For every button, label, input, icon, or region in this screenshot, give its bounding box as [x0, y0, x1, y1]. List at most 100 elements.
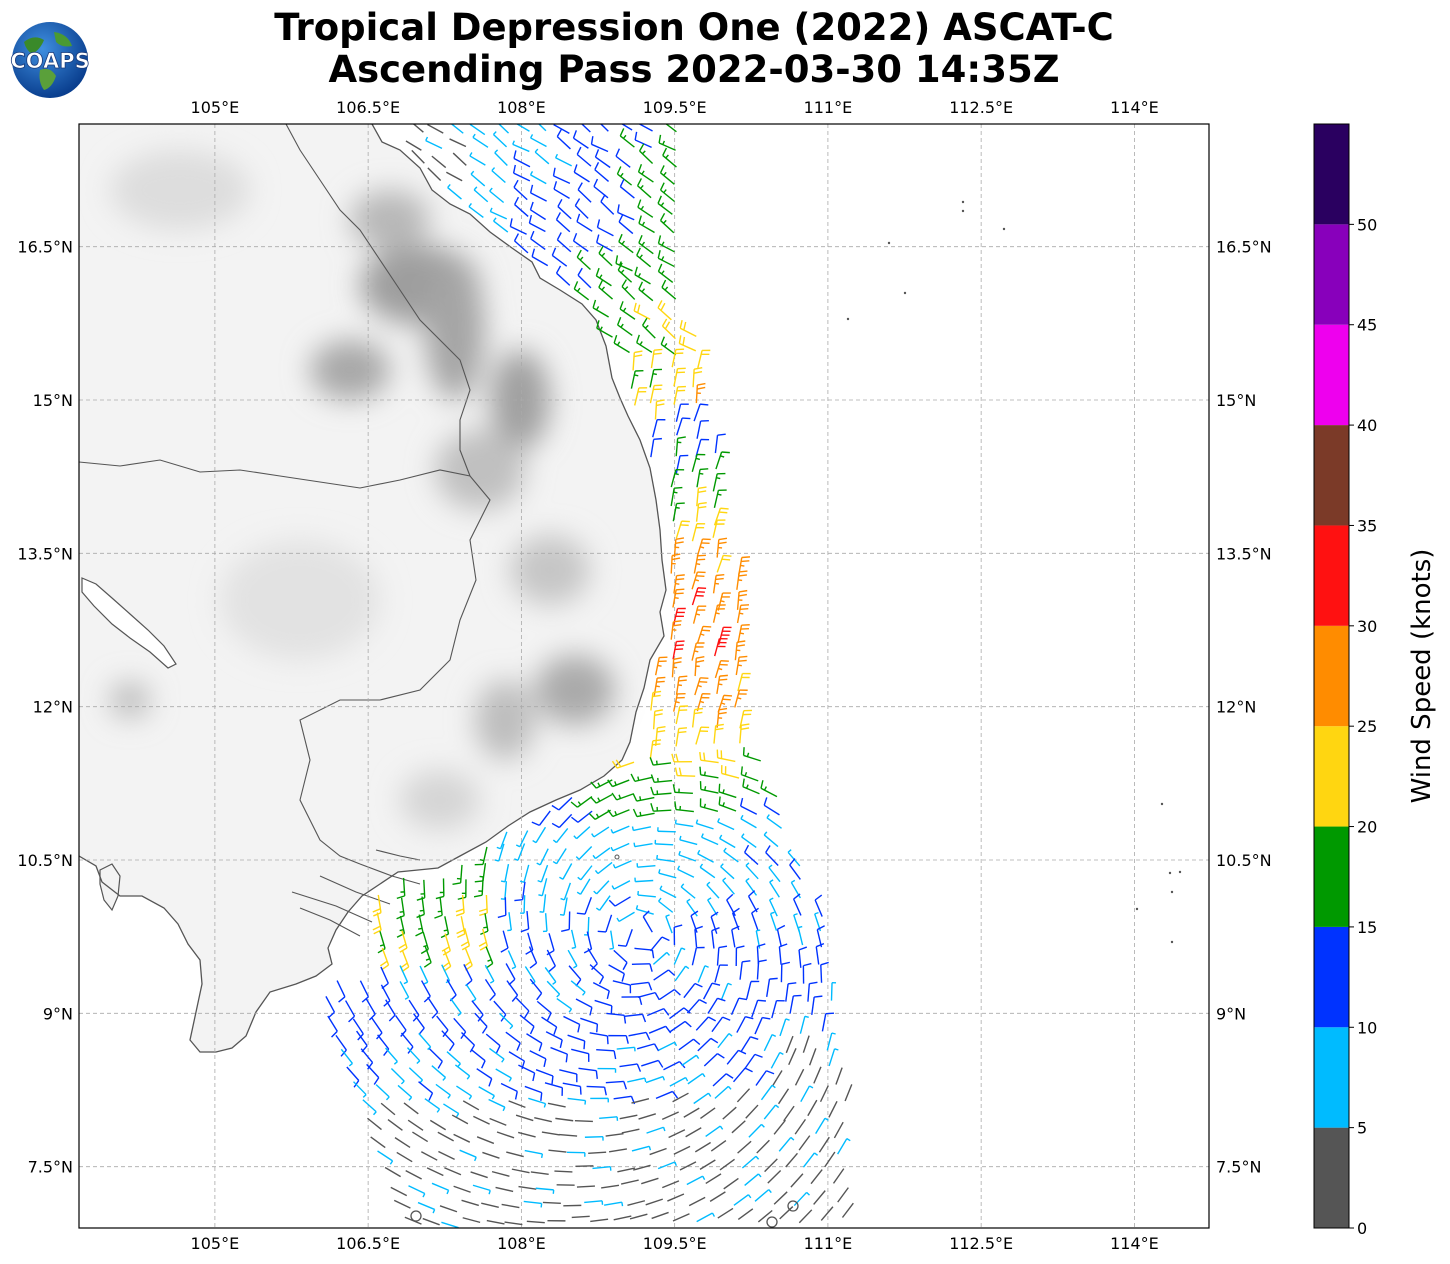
wind-barb: [632, 793, 655, 802]
wind-barb: [686, 998, 707, 1014]
wind-barb: [511, 1168, 530, 1174]
wind-barb: [726, 1049, 747, 1065]
wind-barb: [713, 489, 727, 508]
wind-barb: [654, 656, 668, 676]
wind-barb: [441, 933, 451, 956]
wind-barb: [476, 1136, 495, 1145]
lon-tick-top: 111°E: [804, 98, 853, 117]
wind-barb: [528, 946, 538, 969]
wind-barb: [605, 1132, 624, 1137]
wind-barb: [669, 1020, 692, 1033]
wind-barb: [453, 1133, 471, 1143]
wind-barb: [506, 980, 519, 1002]
colorbar-bin: [1314, 124, 1349, 225]
wind-barb: [531, 810, 551, 826]
wind-barb: [573, 826, 591, 840]
wind-barb: [546, 933, 555, 956]
wind-barb: [731, 1120, 746, 1134]
wind-barb: [393, 1199, 411, 1209]
wind-barb: [497, 897, 507, 919]
wind-barb: [605, 1080, 628, 1090]
wind-barb: [576, 146, 592, 167]
wind-barb: [493, 217, 509, 233]
wind-barb: [551, 797, 573, 811]
wind-barb: [742, 747, 761, 762]
wind-barb: [802, 1035, 810, 1053]
wind-barb: [560, 882, 572, 901]
wind-barb: [780, 961, 791, 983]
wind-barb: [485, 1033, 501, 1054]
wind-barb: [617, 204, 635, 221]
wind-barb: [634, 266, 651, 285]
wind-barb: [612, 860, 632, 869]
wind-barb: [594, 162, 610, 182]
wind-barb: [670, 553, 681, 574]
wind-barb: [659, 165, 675, 185]
wind-barb: [719, 1158, 735, 1171]
wind-barb: [439, 1205, 458, 1213]
wind-barb: [815, 942, 825, 965]
wind-barb: [496, 831, 508, 850]
wind-barb: [396, 877, 406, 900]
wind-barb: [653, 969, 676, 981]
wind-barb: [574, 1120, 593, 1123]
wind-barb: [669, 1076, 689, 1087]
wind-barb: [515, 997, 530, 1019]
wind-barb: [673, 385, 686, 405]
wind-barb: [736, 1088, 751, 1103]
wind-barb: [718, 796, 737, 812]
wind-barb: [556, 997, 573, 1013]
wind-barb: [637, 199, 654, 218]
wind-barb: [584, 1135, 604, 1141]
wind-barb: [492, 131, 508, 148]
wind-barb: [673, 947, 686, 965]
wind-barb: [441, 1030, 455, 1052]
wind-barb: [473, 877, 484, 898]
wind-barb: [675, 436, 686, 457]
wind-barb: [672, 588, 685, 608]
wind-barb: [696, 420, 709, 439]
wind-barb: [583, 931, 593, 954]
wind-barb: [377, 1150, 394, 1165]
wind-barb: [675, 520, 690, 539]
wind-barb: [794, 1068, 805, 1086]
wind-barb: [779, 1018, 790, 1037]
wind-barb: [633, 1164, 651, 1171]
wind-barb: [548, 1149, 567, 1153]
wind-barb: [714, 660, 729, 679]
wind-barb: [723, 847, 739, 863]
wind-barb: [700, 1107, 716, 1119]
wind-barb: [619, 1114, 638, 1120]
wind-barb: [744, 1173, 762, 1186]
wind-barb: [741, 1155, 760, 1169]
wind-barb: [500, 930, 509, 953]
wind-barb: [588, 809, 611, 820]
wind-barb: [675, 403, 689, 422]
wind-barb: [652, 951, 671, 965]
coaps-logo: COAPS: [10, 20, 90, 100]
wind-barb: [416, 879, 426, 901]
wind-barb: [446, 1051, 461, 1068]
wind-barb: [469, 124, 486, 136]
wind-barb: [760, 1084, 776, 1101]
wind-barb: [567, 949, 578, 969]
wind-barb: [566, 1151, 586, 1157]
wind-barb: [592, 299, 609, 318]
wind-barb: [512, 164, 531, 182]
wind-barb: [365, 998, 376, 1021]
wind-barb: [674, 965, 690, 982]
wind-barb: [720, 765, 740, 779]
wind-barb: [489, 187, 505, 204]
wind-barb: [669, 1007, 691, 1020]
wind-barb: [608, 896, 631, 907]
wind-barb: [491, 1170, 510, 1177]
wind-barb: [372, 912, 382, 935]
wind-barb: [718, 783, 737, 799]
wind-barb: [437, 1131, 454, 1142]
wind-barb: [397, 1084, 413, 1101]
wind-barb: [590, 1218, 609, 1223]
wind-barb: [544, 1082, 564, 1096]
wind-barb: [554, 153, 572, 167]
wind-barb: [575, 998, 593, 1016]
wind-barb: [641, 1059, 664, 1068]
